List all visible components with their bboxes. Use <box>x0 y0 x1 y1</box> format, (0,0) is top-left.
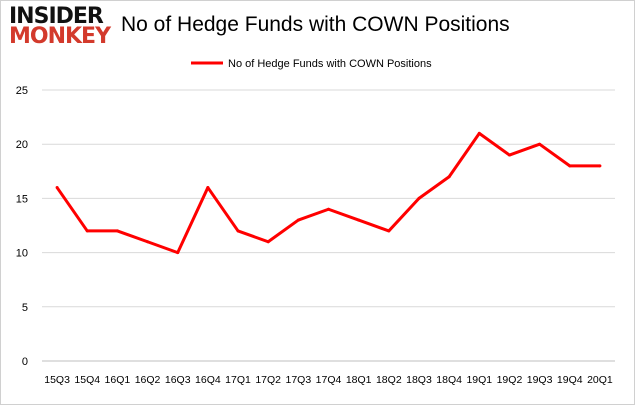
legend-label: No of Hedge Funds with COWN Positions <box>228 58 432 70</box>
x-tick-label: 16Q2 <box>135 374 161 386</box>
data-point <box>206 186 210 190</box>
x-tick-label: 18Q2 <box>376 374 402 386</box>
data-point <box>568 164 572 168</box>
insider-monkey-logo: INSIDER MONKEY <box>9 4 111 49</box>
x-tick-label: 16Q3 <box>165 374 191 386</box>
y-tick-label: 0 <box>22 356 28 368</box>
data-point <box>296 218 300 222</box>
x-tick-label: 18Q3 <box>406 374 432 386</box>
data-point <box>507 153 511 157</box>
y-tick-label: 20 <box>16 139 28 151</box>
x-tick-label: 16Q1 <box>105 374 131 386</box>
x-tick-label: 15Q4 <box>74 374 100 386</box>
x-tick-label: 15Q3 <box>44 374 70 386</box>
data-point <box>176 251 180 255</box>
data-point <box>387 229 391 233</box>
data-point <box>115 229 119 233</box>
x-tick-label: 17Q4 <box>316 374 342 386</box>
x-tick-label: 20Q1 <box>587 374 613 386</box>
y-tick-label: 5 <box>22 302 28 314</box>
data-point <box>266 240 270 244</box>
data-point <box>447 175 451 179</box>
x-tick-label: 19Q1 <box>466 374 492 386</box>
data-point <box>357 218 361 222</box>
data-point <box>538 142 542 146</box>
data-point <box>417 196 421 200</box>
x-tick-label: 17Q1 <box>225 374 251 386</box>
data-point <box>327 207 330 211</box>
data-point <box>236 229 240 233</box>
y-tick-label: 25 <box>16 85 28 97</box>
data-point <box>146 240 150 244</box>
x-tick-label: 18Q1 <box>346 374 372 386</box>
x-tick-label: 19Q3 <box>527 374 553 386</box>
series-line <box>55 131 600 255</box>
x-tick-label: 16Q4 <box>195 374 221 386</box>
logo-line1: INSIDER <box>9 4 104 29</box>
chart-title: No of Hedge Funds with COWN Positions <box>121 13 510 36</box>
y-tick-label: 15 <box>16 193 28 205</box>
y-tick-label: 10 <box>16 248 28 260</box>
data-point <box>55 186 59 190</box>
x-tick-label: 17Q3 <box>285 374 311 386</box>
x-tick-label: 18Q4 <box>436 374 462 386</box>
data-point <box>85 229 89 233</box>
x-tick-label: 19Q2 <box>497 374 523 386</box>
data-point <box>477 131 481 135</box>
logo-line2: MONKEY <box>9 24 111 49</box>
x-tick-label: 19Q4 <box>557 374 583 386</box>
data-point <box>598 164 602 168</box>
x-tick-label: 17Q2 <box>255 374 281 386</box>
